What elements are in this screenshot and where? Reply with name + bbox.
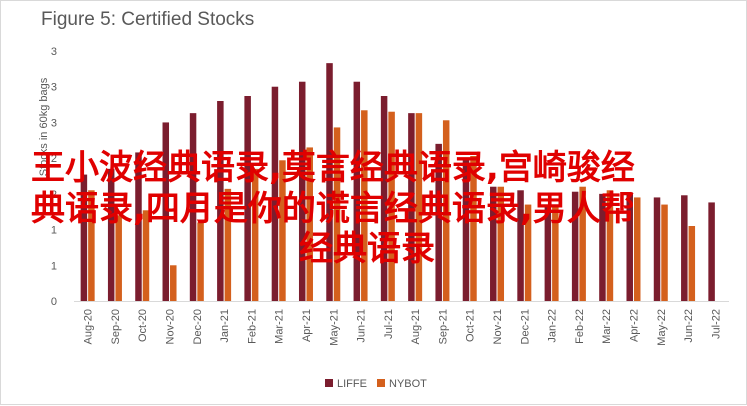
bar-liffe xyxy=(626,192,633,301)
x-tick-label: Feb-21 xyxy=(246,309,258,344)
x-tick-label: Oct-21 xyxy=(465,309,477,342)
bar-nybot xyxy=(388,111,395,301)
bar-liffe xyxy=(708,202,715,301)
bar-liffe xyxy=(571,191,579,301)
x-tick-label: Jan-21 xyxy=(219,309,231,343)
x-tick-label: Aug-20 xyxy=(83,309,95,344)
bar-nybot xyxy=(251,168,259,301)
bar-nybot xyxy=(633,197,641,301)
bar-nybot xyxy=(579,186,586,301)
legend: LIFFE NYBOT xyxy=(325,378,427,390)
bar-nybot xyxy=(442,120,450,302)
bar-nybot xyxy=(197,222,204,301)
x-tick-label: May-22 xyxy=(656,309,668,346)
bar-nybot xyxy=(115,215,122,301)
bar-liffe xyxy=(544,206,552,301)
bar-liffe xyxy=(408,113,415,302)
bar-liffe xyxy=(298,81,306,301)
bar-liffe xyxy=(162,122,170,301)
bar-liffe xyxy=(271,86,279,301)
bar-nybot xyxy=(524,204,532,301)
x-tick-label: Jun-21 xyxy=(356,309,368,343)
y-tick-label: 2 xyxy=(51,189,57,201)
overlay-text-line-2: 典语录,四月是你的谎言经典语录,男人帮 xyxy=(31,189,635,229)
bar-liffe xyxy=(353,81,361,301)
bar-liffe xyxy=(681,195,688,301)
x-tick-label: Sep-20 xyxy=(110,309,122,344)
bar-liffe xyxy=(435,143,442,301)
x-tick-label: Feb-22 xyxy=(574,309,586,344)
bar-liffe xyxy=(244,96,251,301)
bar-nybot xyxy=(688,226,696,301)
bar-nybot xyxy=(142,210,150,301)
y-tick-label: 0 xyxy=(51,296,57,308)
bar-liffe xyxy=(217,101,224,301)
bar-liffe xyxy=(599,193,606,301)
bar-nybot xyxy=(552,206,559,301)
bar-nybot xyxy=(470,156,477,301)
bar-nybot xyxy=(497,186,505,301)
x-tick-label: Jul-22 xyxy=(710,309,722,339)
bar-liffe xyxy=(653,197,661,301)
bar-liffe xyxy=(107,168,115,301)
bar-nybot xyxy=(224,188,232,301)
y-tick-label: 1 xyxy=(51,260,57,272)
bar-nybot xyxy=(415,113,423,302)
y-tick-label: 3 xyxy=(51,82,57,94)
y-tick-label: 3 xyxy=(51,46,57,58)
overlay-text-line-3: 经典语录 xyxy=(299,229,435,269)
x-tick-label: Jan-22 xyxy=(547,309,559,343)
legend-label-nybot: NYBOT xyxy=(389,378,427,390)
x-tick-label: Dec-21 xyxy=(519,309,531,344)
bar-nybot xyxy=(661,204,668,301)
x-tick-label: Aug-21 xyxy=(410,309,422,344)
legend-label-liffe: LIFFE xyxy=(337,378,367,390)
bar-nybot xyxy=(306,147,313,301)
bar-nybot xyxy=(361,110,368,302)
bar-nybot xyxy=(279,160,286,301)
bar-liffe xyxy=(490,186,497,301)
x-tick-label: Mar-21 xyxy=(274,309,286,344)
x-tick-label: Jul-21 xyxy=(383,309,395,339)
x-tick-label: Sep-21 xyxy=(437,309,449,344)
bar-liffe xyxy=(380,96,388,301)
bar-nybot xyxy=(88,190,95,301)
bar-liffe xyxy=(80,174,88,301)
overlay-text-line-1: 王小波经典语录,莫言经典语录,宫崎骏经 xyxy=(31,148,635,188)
bar-nybot xyxy=(170,265,177,301)
y-tick-label: 3 xyxy=(51,117,57,129)
x-tick-label: Apr-21 xyxy=(301,309,313,342)
bar-liffe xyxy=(189,113,197,302)
x-tick-label: Nov-21 xyxy=(492,309,504,344)
bar-liffe xyxy=(462,160,470,301)
plot-area: 0 1 1 2 2 3 3 3 Aug-20 Sep-20 Oct-20 Nov-20 Dec-20 Ja… xyxy=(51,46,729,346)
x-tick-label: Mar-22 xyxy=(601,309,613,344)
bar-liffe xyxy=(326,63,333,302)
bar-liffe xyxy=(517,190,524,301)
y-axis-title: Stocks in 60kg bags xyxy=(38,77,50,176)
legend-swatch-liffe xyxy=(325,379,333,387)
x-tick-label: Apr-22 xyxy=(628,309,640,342)
chart-title: Figure 5: Certified Stocks xyxy=(41,9,255,30)
bar-nybot xyxy=(606,190,614,301)
bar-nybot xyxy=(333,127,341,301)
y-axis-title-group: Stocks in 60kg bags xyxy=(38,77,50,176)
bar-liffe xyxy=(135,152,142,301)
x-tick-label: Dec-20 xyxy=(192,309,204,344)
y-tick-label: 2 xyxy=(51,153,57,165)
legend-swatch-nybot xyxy=(377,379,385,387)
y-tick-label: 1 xyxy=(51,225,57,237)
x-tick-label: Oct-20 xyxy=(137,309,149,342)
x-tick-label: Jun-22 xyxy=(683,309,695,343)
x-tick-label: Nov-20 xyxy=(165,309,177,344)
x-tick-label: May-21 xyxy=(328,309,340,346)
